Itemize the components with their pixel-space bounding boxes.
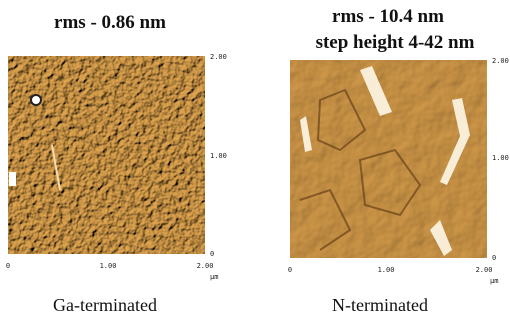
y-tick-label: 1.00	[210, 152, 227, 160]
afm-image	[8, 56, 205, 254]
x-tick-label: 0	[288, 266, 292, 274]
surface-feature	[9, 172, 16, 186]
y-tick-label: 2.00	[492, 57, 509, 65]
panel-title: step height 4-42 nm	[316, 32, 475, 53]
surface-feature	[31, 95, 41, 105]
y-tick-label: 2.00	[210, 53, 227, 61]
x-tick-label: 0	[6, 262, 10, 270]
caption: Ga-terminated	[53, 295, 157, 315]
unit-label: μm	[490, 277, 498, 285]
panel-title: rms - 0.86 nm	[54, 12, 166, 33]
unit-label: μm	[210, 273, 218, 281]
x-tick-label: 2.00	[197, 262, 214, 270]
x-tick-label: 2.00	[476, 266, 493, 274]
x-tick-label: 1.00	[100, 262, 117, 270]
y-tick-label: 1.00	[492, 154, 509, 162]
caption: N-terminated	[332, 295, 428, 315]
x-tick-label: 1.00	[378, 266, 395, 274]
y-tick-label: 0	[492, 254, 496, 262]
y-tick-label: 0	[210, 250, 214, 258]
figure: rms - 0.86 nm 2.00 1.00 0 0 1.00 2.00 μm…	[0, 0, 510, 322]
panel-title: rms - 10.4 nm	[332, 6, 444, 27]
